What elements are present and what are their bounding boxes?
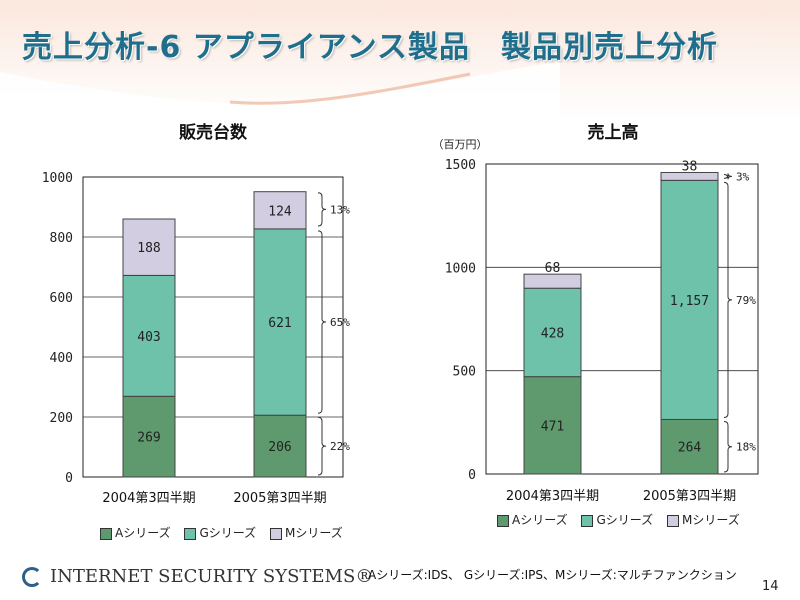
legend-swatch-g bbox=[184, 527, 197, 540]
legend-label-m: Mシリーズ bbox=[284, 526, 343, 540]
legend-item-g-2: Gシリーズ bbox=[581, 513, 653, 527]
y-tick-label: 400 bbox=[50, 351, 73, 366]
y-tick-label: 600 bbox=[50, 291, 73, 306]
legend-right: Aシリーズ Gシリーズ Mシリーズ bbox=[497, 511, 750, 528]
y-tick-label: 800 bbox=[50, 231, 73, 246]
bar-value-label: 428 bbox=[541, 326, 564, 341]
chart-units-sold: 0 200 400 600 800 1000 販売台数 269 403 188 2004第3四半期 2… bbox=[42, 122, 351, 506]
y-tick-label: 1000 bbox=[445, 261, 476, 276]
category-label: 2005第3四半期 bbox=[643, 489, 736, 504]
bar-value-label: 621 bbox=[268, 316, 291, 331]
chart-revenue: 0 500 1000 1500 売上高 （百万円） 471 428 68 2004第3四半期 264… bbox=[433, 122, 759, 504]
share-brace bbox=[723, 173, 733, 180]
bar-value-label: 471 bbox=[541, 419, 564, 434]
legend-item-a: Aシリーズ bbox=[100, 526, 171, 540]
legend-swatch-m-2 bbox=[666, 514, 679, 527]
bar-segment bbox=[253, 228, 307, 416]
unit-label: （百万円） bbox=[433, 138, 488, 151]
share-brace bbox=[723, 181, 733, 418]
share-label: 22% bbox=[330, 440, 350, 453]
bar-value-label: 1,157 bbox=[670, 294, 709, 309]
share-brace bbox=[723, 420, 733, 473]
y-tick-label: 1500 bbox=[445, 158, 476, 173]
y-tick-label: 200 bbox=[50, 411, 73, 426]
category-label: 2004第3四半期 bbox=[506, 489, 599, 504]
bar-value-label: 124 bbox=[268, 204, 292, 219]
legend-swatch-a-2 bbox=[497, 514, 509, 527]
share-brace bbox=[317, 230, 327, 414]
bar-segment bbox=[660, 418, 719, 475]
bar-segment bbox=[523, 273, 582, 289]
y-tick-label: 0 bbox=[65, 471, 73, 486]
bar-value-label: 188 bbox=[137, 241, 160, 256]
share-label: 79% bbox=[736, 294, 756, 307]
bar-value-label: 68 bbox=[545, 261, 561, 276]
bar-segment bbox=[122, 218, 176, 276]
legend-label-a-2: Aシリーズ bbox=[512, 513, 568, 527]
share-label: 65% bbox=[330, 316, 350, 329]
share-brace bbox=[317, 192, 327, 227]
chart-title: 売上高 bbox=[588, 122, 639, 143]
bar-segment bbox=[523, 287, 582, 378]
bar-value-label: 206 bbox=[268, 440, 291, 455]
slide-title: 売上分析-6 アプライアンス製品 製品別売上分析 bbox=[22, 30, 718, 65]
legend-label-g-2: Gシリーズ bbox=[596, 513, 654, 527]
y-tick-label: 500 bbox=[453, 365, 476, 380]
footnote: Aシリーズ:IDS、 Gシリーズ:IPS、Mシリーズ:マルチファンクション bbox=[368, 568, 737, 582]
footer-logo-text: INTERNET SECURITY SYSTEMS® bbox=[50, 566, 374, 587]
legend-item-m: Mシリーズ bbox=[269, 526, 343, 540]
legend-label-g: Gシリーズ bbox=[199, 526, 257, 540]
legend-left: Aシリーズ Gシリーズ Mシリーズ bbox=[100, 524, 353, 541]
legend-swatch-g-2 bbox=[581, 514, 594, 527]
bar-segment bbox=[253, 414, 307, 478]
legend-item-g: Gシリーズ bbox=[184, 526, 256, 540]
bar-value-label: 38 bbox=[682, 159, 698, 174]
bar-value-label: 264 bbox=[678, 441, 702, 456]
legend-item-a-2: Aシリーズ bbox=[497, 513, 568, 527]
bar-segment bbox=[660, 171, 719, 181]
bar-value-label: 269 bbox=[137, 431, 160, 446]
bar-segment bbox=[122, 274, 176, 397]
iss-logo-icon bbox=[22, 567, 42, 587]
legend-item-m-2: Mシリーズ bbox=[666, 513, 740, 527]
legend-label-m-2: Mシリーズ bbox=[681, 513, 740, 527]
bar-segment bbox=[253, 191, 307, 230]
bar-segment bbox=[122, 395, 176, 478]
legend-label-a: Aシリーズ bbox=[115, 526, 171, 540]
share-label: 13% bbox=[330, 203, 350, 216]
header-swoosh bbox=[0, 62, 560, 122]
bar-value-label: 403 bbox=[137, 330, 160, 345]
legend-swatch-m bbox=[269, 527, 282, 540]
chart-title: 販売台数 bbox=[179, 122, 248, 143]
page-number: 14 bbox=[762, 579, 779, 594]
y-tick-label: 0 bbox=[468, 468, 476, 483]
legend-swatch-a bbox=[100, 527, 112, 540]
share-label: 3% bbox=[736, 170, 750, 183]
category-label: 2004第3四半期 bbox=[102, 491, 195, 506]
footer-logo: INTERNET SECURITY SYSTEMS® bbox=[22, 566, 373, 587]
category-label: 2005第3四半期 bbox=[233, 491, 326, 506]
bar-segment bbox=[523, 376, 582, 475]
share-brace bbox=[317, 416, 327, 476]
y-tick-label: 1000 bbox=[42, 171, 73, 186]
share-label: 18% bbox=[736, 441, 756, 454]
